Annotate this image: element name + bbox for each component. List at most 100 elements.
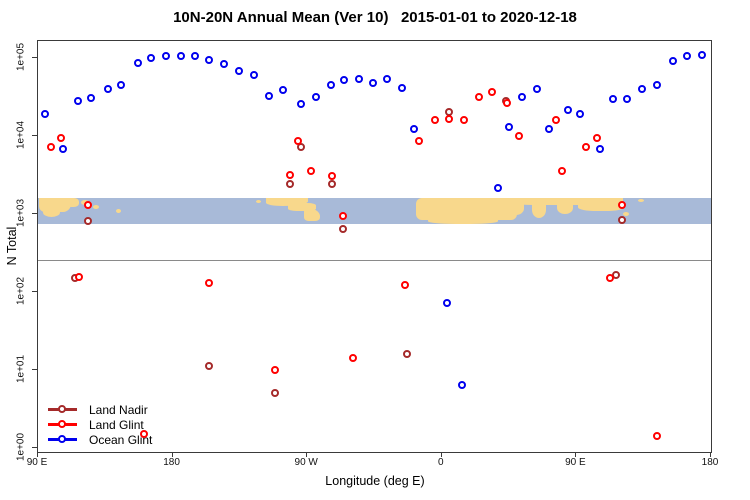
data-point-land-glint [431, 115, 440, 124]
data-point-ocean-glint [544, 125, 553, 134]
y-tick-label: 1e+04 [15, 120, 27, 150]
plot-area: Land Nadir Land Glint Ocean Glint [37, 40, 712, 453]
data-point-ocean-glint [669, 57, 678, 66]
map-land-mass [266, 198, 308, 206]
map-land-mass [557, 202, 573, 214]
data-point-ocean-glint [533, 84, 541, 93]
data-point-ocean-glint [311, 93, 320, 102]
data-point-ocean-glint [58, 144, 67, 153]
map-land-mass [288, 203, 316, 211]
data-point-land-glint [582, 142, 591, 151]
data-point-land-glint [606, 273, 615, 282]
y-tick-mark [32, 213, 37, 214]
data-point-ocean-glint [147, 53, 156, 62]
data-point-ocean-glint [443, 298, 452, 307]
map-land-mass [506, 198, 623, 205]
y-tick-mark [32, 369, 37, 370]
data-point-ocean-glint [117, 81, 126, 90]
data-point-land-glint [515, 131, 524, 140]
data-point-ocean-glint [73, 96, 82, 105]
chart-title: 10N-20N Annual Mean (Ver 10) 2015-01-01 … [173, 9, 577, 26]
legend-marker-land-glint-icon [48, 419, 77, 428]
data-point-land-glint [46, 142, 55, 151]
data-point-ocean-glint [398, 83, 407, 92]
data-point-ocean-glint [622, 95, 631, 104]
data-point-ocean-glint [265, 92, 274, 101]
map-land-mass [638, 199, 644, 202]
data-point-ocean-glint [458, 380, 467, 389]
data-point-land-glint [459, 115, 468, 124]
x-tick-label: 90 E [26, 457, 48, 468]
data-point-land-glint [474, 93, 483, 102]
data-point-ocean-glint [609, 95, 618, 104]
map-land-mass [304, 209, 320, 221]
x-axis-title: Longitude (deg E) [325, 474, 425, 488]
data-point-ocean-glint [296, 100, 305, 109]
y-tick-label: 1e+05 [15, 42, 27, 72]
threshold-line [38, 260, 711, 261]
x-tick-label: 90 W [294, 457, 318, 468]
data-point-land-nadir [338, 224, 347, 233]
data-point-land-glint [139, 429, 148, 438]
data-point-ocean-glint [40, 109, 49, 118]
data-point-land-glint [307, 167, 316, 176]
x-tick-label: 90 E [565, 457, 586, 468]
data-point-land-glint [558, 167, 567, 176]
map-land-mass [256, 200, 261, 203]
data-point-land-glint [349, 354, 358, 363]
data-point-land-glint [488, 88, 497, 97]
legend-item-land-nadir: Land Nadir [48, 402, 152, 417]
x-tick-mark [171, 452, 173, 457]
map-land-mass [623, 212, 629, 216]
data-point-land-glint [338, 212, 347, 221]
data-point-ocean-glint [494, 184, 503, 193]
data-point-ocean-glint [368, 79, 377, 88]
x-tick-mark [440, 452, 442, 457]
map-land-mass [93, 205, 99, 209]
data-point-land-glint [401, 281, 410, 290]
data-point-ocean-glint [564, 106, 573, 115]
data-point-land-glint [75, 272, 84, 281]
data-point-ocean-glint [518, 93, 527, 102]
data-point-ocean-glint [682, 51, 691, 60]
legend-label-ocean-glint: Ocean Glint [89, 432, 153, 447]
y-tick-mark [32, 291, 37, 292]
x-tick-label: 180 [163, 457, 180, 468]
y-tick-mark [32, 447, 37, 448]
data-point-ocean-glint [383, 75, 392, 83]
legend-label-land-glint: Land Glint [89, 417, 144, 432]
data-point-land-glint [652, 432, 661, 441]
data-point-ocean-glint [177, 51, 186, 60]
data-point-land-nadir [84, 217, 93, 226]
data-point-ocean-glint [220, 59, 229, 68]
legend-marker-land-nadir-icon [48, 404, 77, 413]
legend-label-land-nadir: Land Nadir [89, 402, 148, 417]
legend-marker-ocean-glint-icon [48, 434, 77, 443]
y-tick-label: 1e+02 [15, 276, 27, 306]
data-point-ocean-glint [697, 51, 706, 60]
data-point-land-glint [618, 200, 627, 209]
map-land-mass [428, 217, 498, 224]
map-land-mass [43, 208, 60, 217]
legend-item-land-glint: Land Glint [48, 417, 152, 432]
data-point-ocean-glint [637, 84, 646, 93]
data-point-land-glint [503, 99, 512, 108]
x-tick-mark [575, 452, 577, 457]
data-point-land-nadir [618, 215, 627, 224]
map-land-mass [66, 198, 79, 207]
data-point-ocean-glint [133, 58, 142, 67]
data-point-land-glint [286, 171, 295, 180]
data-point-land-glint [552, 115, 561, 124]
data-point-ocean-glint [355, 75, 364, 83]
y-tick-label: 1e+03 [15, 198, 27, 228]
data-point-ocean-glint [652, 80, 661, 89]
map-land-mass [508, 202, 524, 215]
data-point-ocean-glint [595, 144, 604, 153]
data-point-land-glint [414, 136, 423, 145]
data-point-land-glint [328, 172, 337, 181]
y-tick-mark [32, 135, 37, 136]
x-tick-mark [37, 452, 38, 457]
data-point-ocean-glint [504, 122, 513, 131]
data-point-land-glint [57, 133, 66, 142]
